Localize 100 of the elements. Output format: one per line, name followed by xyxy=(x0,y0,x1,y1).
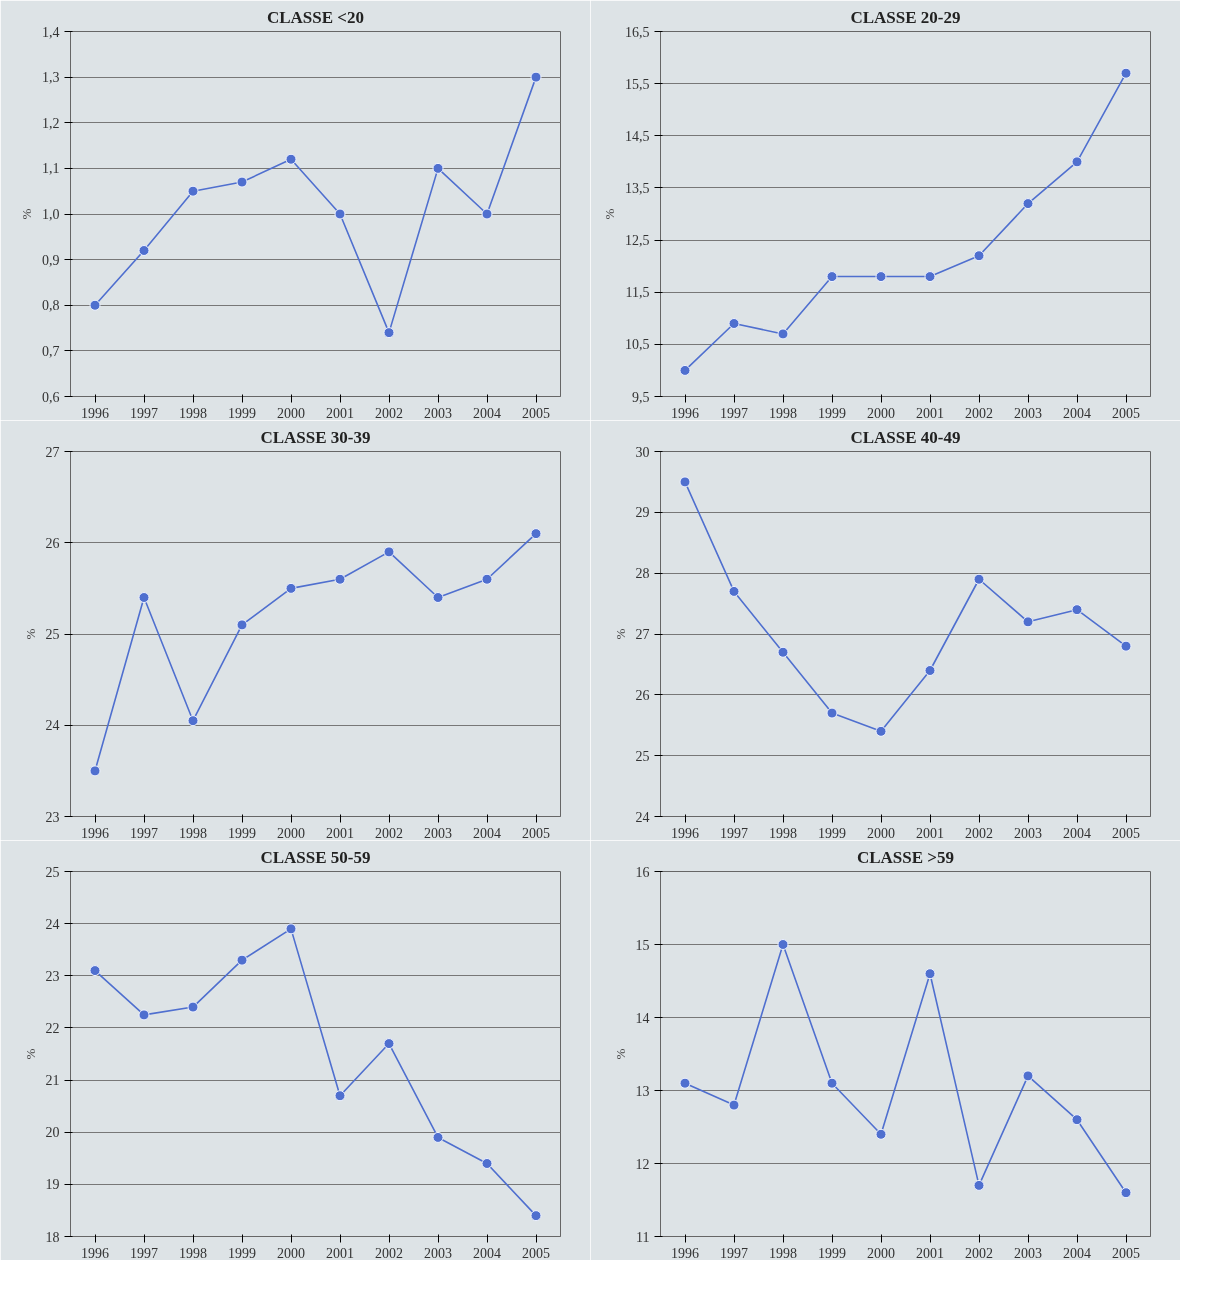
x-tick-label: 2004 xyxy=(473,1245,501,1261)
y-tick-label: 30 xyxy=(635,444,650,460)
x-tick-label: 2002 xyxy=(965,405,993,421)
y-tick-label: 11,5 xyxy=(625,285,650,301)
y-tick-label: 26 xyxy=(635,687,650,703)
y-tick-label: 1,0 xyxy=(42,207,60,222)
chart-title: CLASSE 40-49 xyxy=(850,427,961,447)
x-tick-label: 2000 xyxy=(277,1245,305,1261)
x-tick-label: 1998 xyxy=(769,405,797,421)
y-tick-label: 1,4 xyxy=(42,24,60,40)
x-tick-label: 2005 xyxy=(1112,1245,1140,1261)
y-axis-title: % xyxy=(22,628,38,640)
x-tick-label: 1998 xyxy=(179,1245,207,1261)
y-axis-title: % xyxy=(612,628,628,640)
y-tick-label: 27 xyxy=(635,627,650,642)
x-tick-label: 1996 xyxy=(671,825,699,841)
x-tick-label: 2003 xyxy=(424,1245,452,1261)
y-tick-label: 14,5 xyxy=(625,128,650,144)
x-tick-label: 1998 xyxy=(769,825,797,841)
y-tick-label: 13 xyxy=(635,1083,650,1099)
x-tick-label: 2000 xyxy=(867,825,895,841)
y-tick-label: 12,5 xyxy=(625,233,650,249)
y-tick-label: 11 xyxy=(636,1229,650,1245)
x-tick-label: 2002 xyxy=(965,825,993,841)
x-tick-label: 2004 xyxy=(1063,825,1091,841)
y-tick-label: 18 xyxy=(45,1229,60,1245)
x-tick-label: 2002 xyxy=(965,1245,993,1261)
x-tick-label: 2001 xyxy=(916,825,944,841)
y-axis-title: % xyxy=(612,1048,628,1060)
x-tick-label: 1998 xyxy=(179,405,207,421)
y-tick-label: 26 xyxy=(45,535,60,551)
x-tick-label: 1999 xyxy=(818,1245,846,1261)
chart-title: CLASSE 50-59 xyxy=(260,847,371,867)
x-tick-label: 2004 xyxy=(473,825,501,841)
x-tick-label: 2004 xyxy=(1063,405,1091,421)
x-tick-label: 2000 xyxy=(867,1245,895,1261)
y-tick-label: 27 xyxy=(45,444,60,460)
x-tick-label: 2000 xyxy=(277,405,305,421)
y-tick-label: 0,8 xyxy=(42,298,60,314)
x-tick-label: 1998 xyxy=(769,1245,797,1261)
y-tick-label: 16 xyxy=(635,864,650,880)
y-tick-label: 23 xyxy=(45,968,60,984)
x-tick-label: 2005 xyxy=(522,405,550,421)
y-tick-label: 25 xyxy=(45,627,60,642)
y-tick-label: 10,5 xyxy=(625,337,650,353)
x-tick-label: 2002 xyxy=(375,405,403,421)
chart-title: CLASSE <20 xyxy=(266,7,365,27)
y-tick-label: 20 xyxy=(45,1125,60,1141)
y-tick-label: 24 xyxy=(45,916,60,932)
y-tick-label: 25 xyxy=(45,864,60,880)
x-tick-label: 1996 xyxy=(81,405,109,421)
x-tick-label: 2005 xyxy=(522,1245,550,1261)
y-tick-label: 22 xyxy=(45,1020,60,1036)
y-tick-label: 24 xyxy=(635,809,650,825)
y-tick-label: 0,6 xyxy=(42,389,60,405)
x-tick-label: 2001 xyxy=(326,825,354,841)
x-tick-label: 1997 xyxy=(720,1245,748,1261)
x-tick-label: 1999 xyxy=(228,405,256,421)
y-axis-title: % xyxy=(602,208,617,220)
y-tick-label: 23 xyxy=(45,809,60,825)
x-tick-label: 1997 xyxy=(130,1245,158,1261)
x-tick-label: 2002 xyxy=(375,1245,403,1261)
y-tick-label: 21 xyxy=(45,1073,60,1089)
chart-title: CLASSE 20-29 xyxy=(850,7,961,27)
x-tick-label: 2005 xyxy=(522,825,550,841)
y-tick-label: 16,5 xyxy=(625,24,650,40)
x-tick-label: 2004 xyxy=(1063,1245,1091,1261)
x-tick-label: 2005 xyxy=(1112,825,1140,841)
y-tick-label: 15 xyxy=(635,937,650,953)
y-tick-label: 1,1 xyxy=(42,161,60,177)
x-tick-label: 2000 xyxy=(277,825,305,841)
y-tick-label: 15,5 xyxy=(625,76,650,92)
x-tick-label: 2003 xyxy=(1014,825,1042,841)
y-tick-label: 0,7 xyxy=(42,343,60,359)
x-tick-label: 2000 xyxy=(867,405,895,421)
x-tick-label: 1996 xyxy=(671,405,699,421)
x-tick-label: 1996 xyxy=(81,825,109,841)
y-tick-label: 0,9 xyxy=(42,252,60,268)
y-tick-label: 13,5 xyxy=(625,180,650,196)
y-tick-label: 12 xyxy=(635,1156,650,1172)
x-tick-label: 2002 xyxy=(375,825,403,841)
x-tick-label: 1999 xyxy=(228,825,256,841)
x-tick-label: 1998 xyxy=(179,825,207,841)
y-tick-label: 1,2 xyxy=(42,115,60,131)
x-tick-label: 1997 xyxy=(720,405,748,421)
y-tick-label: 25 xyxy=(635,748,650,764)
x-tick-label: 2004 xyxy=(473,405,501,421)
x-tick-label: 2001 xyxy=(916,1245,944,1261)
y-tick-label: 24 xyxy=(45,718,60,734)
x-tick-label: 2001 xyxy=(326,405,354,421)
x-tick-label: 1999 xyxy=(818,405,846,421)
chart-title: CLASSE 30-39 xyxy=(260,427,371,447)
y-tick-label: 1,3 xyxy=(42,70,60,86)
y-axis-title: % xyxy=(19,208,34,220)
x-tick-label: 1996 xyxy=(81,1245,109,1261)
y-tick-label: 29 xyxy=(635,505,650,521)
x-tick-label: 2003 xyxy=(1014,1245,1042,1261)
x-tick-label: 1999 xyxy=(228,1245,256,1261)
x-tick-label: 1999 xyxy=(818,825,846,841)
y-tick-label: 28 xyxy=(635,566,650,582)
